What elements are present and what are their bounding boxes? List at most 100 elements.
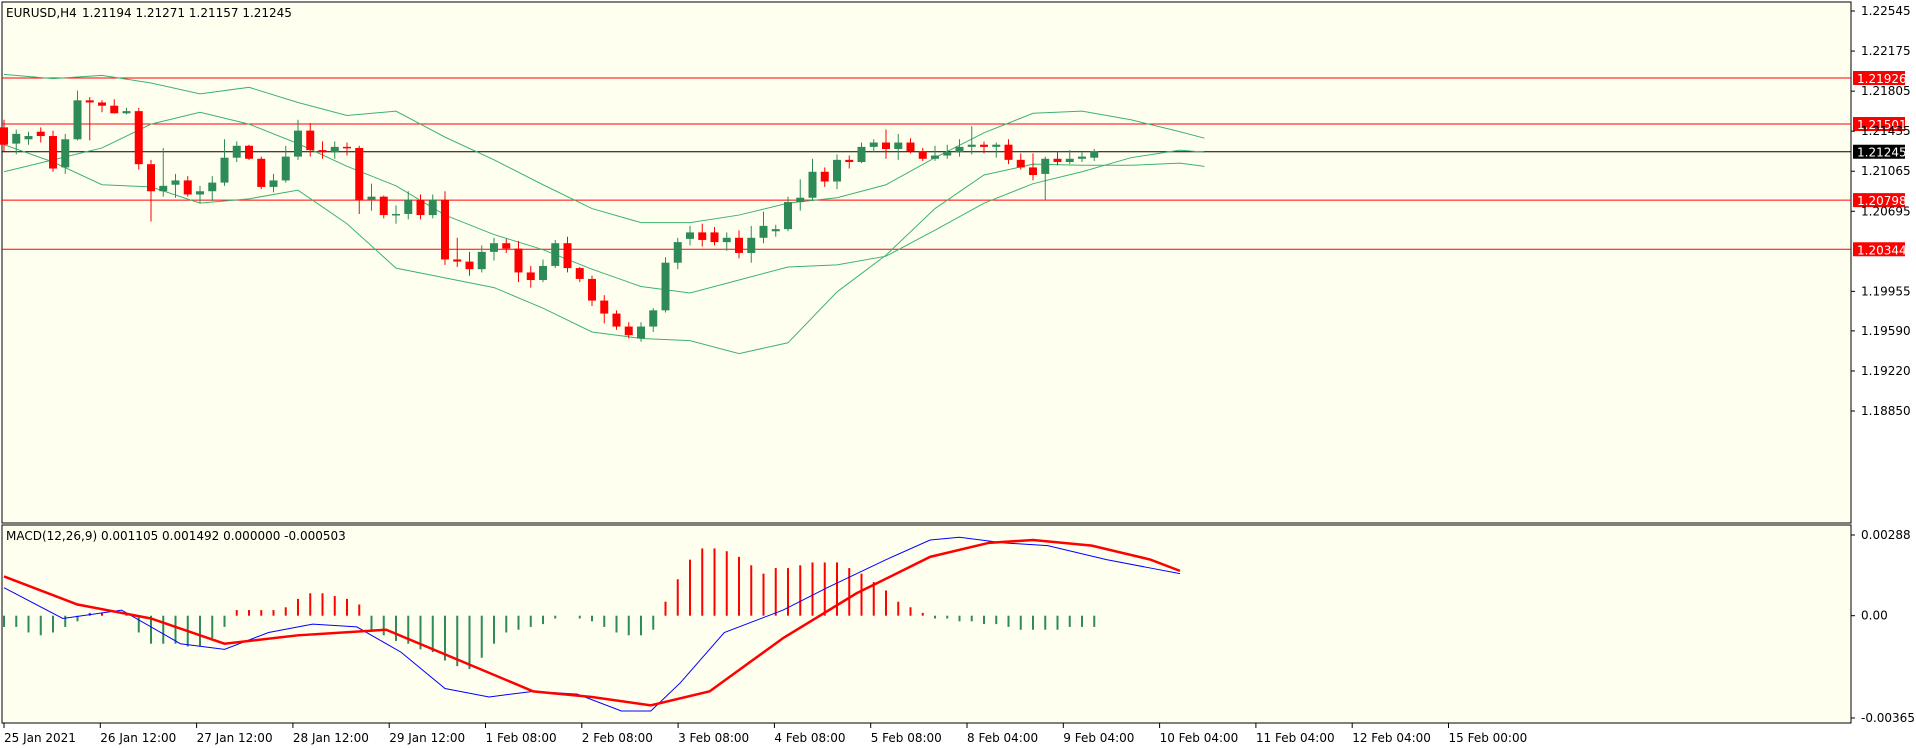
candle-body [637,326,645,339]
time-label: 11 Feb 04:00 [1256,731,1335,745]
price-pane-frame [1,1,1852,524]
candle-body [122,111,131,114]
candle-body [502,243,511,249]
candlesticks[interactable] [0,90,1099,342]
macd-pane-frame [1,524,1852,724]
candle-body [281,156,290,181]
macd-header: MACD(12,26,9) 0.001105 0.001492 0.000000… [6,529,346,543]
price-tick-label: 1.21065 [1861,164,1911,178]
candle-body [1053,158,1062,163]
macd-axis: 0.00288 0.00 -0.003651 [1851,528,1916,725]
candle-body [539,265,547,281]
price-tick-label: 1.19590 [1861,324,1911,338]
time-axis: 25 Jan 2021 26 Jan 12:00 27 Jan 12:00 28 Ja… [3,723,1528,745]
candle-body [134,111,143,165]
price-tick-label: 1.20695 [1861,204,1911,218]
candle-body [208,182,217,192]
candle-body [882,142,890,150]
candle-body [441,199,449,260]
candle-body [796,197,805,203]
candle-body [196,191,204,195]
price-axis: 1.22545 1.22175 1.21805 1.21435 1.21065 1.206… [1851,4,1911,418]
macd-lines [3,536,1181,712]
candle-body [980,144,988,147]
candle-body [220,157,229,183]
price-tick-label: 1.18850 [1861,404,1911,418]
candle-body [269,180,278,187]
candle-body [833,159,841,182]
candle-body [1041,158,1050,174]
price-tick-label: 1.21435 [1861,124,1911,138]
candle-body [759,225,768,238]
time-label: 29 Jan 12:00 [389,731,465,745]
time-label: 5 Feb 08:00 [871,731,942,745]
candle-body [85,100,94,103]
candle-body [784,202,792,230]
time-label: 12 Feb 04:00 [1352,731,1431,745]
candle-body [110,105,119,114]
candle-body [1065,158,1074,163]
time-label: 28 Jan 12:00 [293,731,369,745]
candle-body [1016,159,1025,168]
time-label: 4 Feb 08:00 [774,731,845,745]
level-label-box [1853,71,1905,86]
candle-body [490,243,498,252]
candle-body [171,180,180,185]
candle-body [24,136,33,140]
macd-pane-background [2,525,1851,723]
candle-body [294,130,302,157]
candle-body [49,136,57,169]
level-label-box [1853,193,1905,208]
candle-body [355,147,364,200]
level-label: 1.20344 [1857,243,1907,257]
candle-body [343,146,351,149]
candle-body [12,133,21,144]
time-label: 9 Feb 04:00 [1063,731,1134,745]
candle-body [624,326,633,336]
candle-body [600,300,609,314]
candle-body [869,142,878,147]
candle-body [575,268,584,279]
candle-body [526,272,535,281]
macd-tick-label: 0.00 [1861,609,1888,623]
candle-body [588,278,596,301]
band-lower [3,144,1205,355]
candle-body [808,171,817,198]
candle-body [379,196,388,216]
candle-body [845,159,854,163]
candle-body [318,150,327,153]
candle-body [245,145,253,159]
candle-body [330,146,339,153]
time-label: 15 Feb 00:00 [1449,731,1528,745]
candle-body [1029,167,1037,176]
time-label: 26 Jan 12:00 [100,731,176,745]
macd-tick-label: 0.00288 [1861,528,1911,542]
candle-body [722,237,731,243]
chart-ohlc: 1.21194 1.21271 1.21157 1.21245 [82,6,292,20]
price-tick-label: 1.19955 [1861,284,1911,298]
level-label: 1.21501 [1857,118,1907,132]
price-pane-background [2,2,1851,523]
candle-body [0,127,8,145]
candle-body [820,171,829,182]
candle-body [661,262,670,311]
macd-signal-line [3,538,1181,707]
level-label-box [1853,117,1905,132]
macd-main-line [3,536,1181,712]
candle-body [698,232,707,240]
candle-body [98,102,106,106]
candle-body [232,145,241,158]
current-price-label: 1.21245 [1857,146,1907,160]
candle-body [465,261,474,270]
candle-body [967,144,976,147]
candle-body [612,313,621,327]
candle-body [563,243,572,269]
candle-body [857,146,866,163]
candle-body [931,155,939,159]
candle-body [306,130,315,151]
candle-body [673,242,682,263]
candle-body [710,232,719,243]
candle-body [1090,151,1099,158]
candle-body [514,248,523,273]
